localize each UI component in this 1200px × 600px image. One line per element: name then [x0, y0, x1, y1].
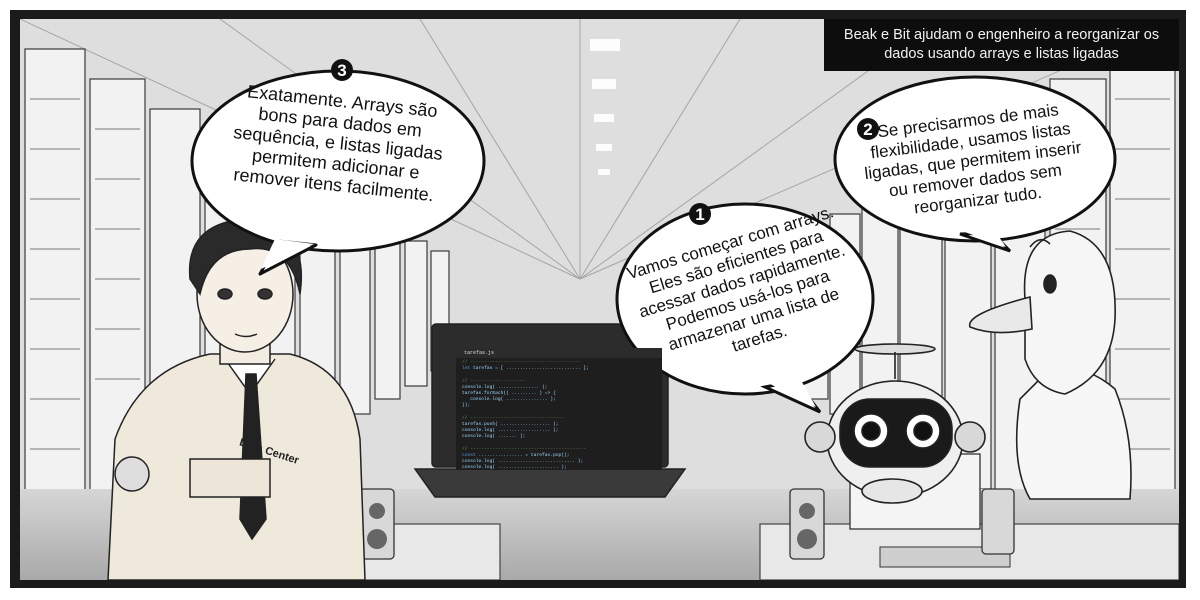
- speech-bubble-1: [615, 202, 875, 414]
- duck-beak: [968, 230, 1132, 500]
- code-editor-screen: tarefas.js // --------------------------…: [456, 348, 662, 470]
- server-room-background: [20, 19, 1179, 580]
- speech-bubble-3: [190, 69, 486, 276]
- caption-box: Beak e Bit ajudam o engenheiro a reorgan…: [824, 19, 1179, 71]
- caption-text: Beak e Bit ajudam o engenheiro a reorgan…: [843, 27, 1160, 62]
- editor-tab[interactable]: tarefas.js: [456, 348, 662, 358]
- bubble-number-badges: [331, 59, 879, 225]
- comic-panel: 3 2 1 Exatamente. Arrays são bons para d…: [20, 19, 1179, 580]
- speech-bubble-2: [833, 75, 1117, 253]
- engineer: [107, 218, 366, 580]
- code-lines: // -------------------------------------…: [462, 360, 589, 470]
- robot-bit: [804, 343, 986, 504]
- editor-tab-label: tarefas.js: [464, 350, 495, 356]
